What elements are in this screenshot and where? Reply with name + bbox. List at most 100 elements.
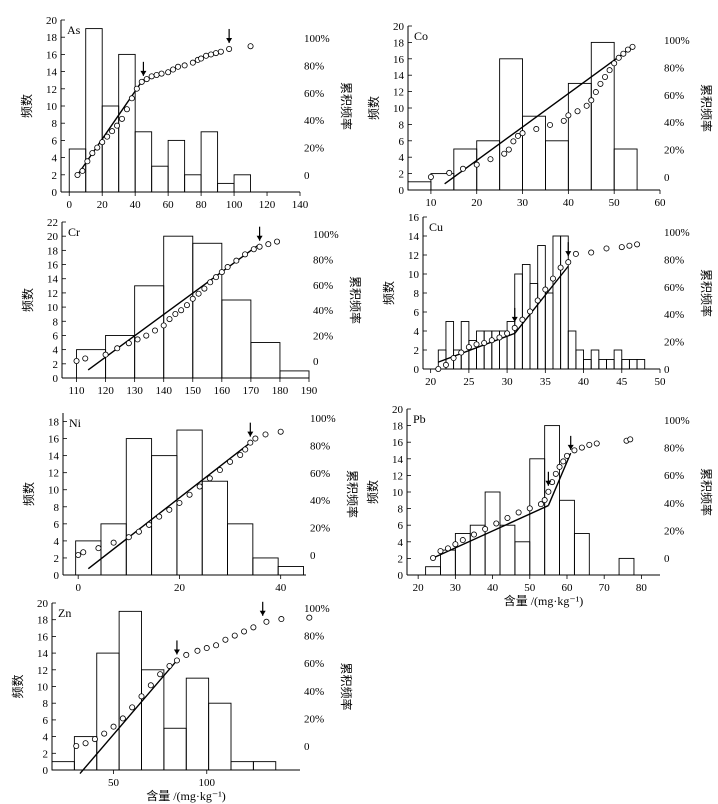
histogram-bar [476,140,501,191]
cumulative-point [102,351,109,358]
chart-co: 0 2 4 6 8 10 12 14 16 18 20 10 20 30 40 50 60 0 20% 40% 60% 8… [366,21,714,209]
x-tick-label: 0 [75,582,81,594]
x-tick-label: 60 [655,197,667,209]
y-tick-label: 14 [46,67,58,79]
arrow-head [511,316,518,322]
cumulative-point [242,251,249,258]
y2-tick-label: 60% [310,468,330,480]
cumulative-point [138,78,145,85]
cumulative-point [170,66,177,73]
y2-tick-label: 20% [304,143,324,155]
x-tick-label: 40 [275,582,287,594]
x-tick-label: 40 [130,199,142,211]
cumulative-point [511,324,518,331]
x-tick-label: 50 [108,777,120,789]
y2-axis-label: 累积频率 [339,82,354,130]
y2-tick-label: 20% [304,713,324,725]
panel-title: Ni [69,416,82,430]
cumulative-point [488,337,495,344]
cumulative-point [203,52,210,59]
cumulative-point [597,80,604,87]
arrow-head [140,70,147,76]
cumulative-point [148,73,155,80]
y2-tick-label: 80% [664,254,684,266]
x-tick-label: 60 [561,582,573,594]
y2-tick-label: 100% [313,229,339,241]
x-tick-label: 45 [616,376,628,388]
y2-tick-label: 60% [313,280,333,292]
x-axis-label: 含量 /(mg·kg⁻¹) [504,593,584,608]
y2-tick-label: 40% [664,309,684,321]
arrow-head [259,610,266,616]
histogram-bar [250,342,281,379]
histogram-bar [76,349,107,379]
cumulative-point [430,555,437,562]
histogram-bar [425,566,441,576]
cumulative-point [578,444,585,451]
cumulative-point [79,167,86,174]
cumulative-point [549,275,556,282]
histogram-bar [221,299,252,379]
cumulative-point [274,238,281,245]
cumulative-point [183,302,190,309]
cumulative-point [437,548,444,555]
histogram-bar [201,480,228,576]
y-tick-label: 6 [54,519,60,531]
cumulative-point [213,274,220,281]
x-tick-label: 25 [463,376,475,388]
cumulative-point [459,165,466,172]
histogram-bar [514,541,531,576]
y-tick-label: 16 [48,434,60,446]
cumulative-point [473,161,480,168]
y-tick-label: 10 [47,302,59,314]
cumulative-point [510,138,517,145]
histogram-bar [529,283,539,370]
cumulative-point [207,279,214,286]
y2-axis-label: 累积频率 [348,276,363,324]
y-tick-label: 16 [408,212,420,224]
cumulative-point [452,541,459,548]
cumulative-point [176,499,183,506]
histogram-bar [51,761,75,771]
cumulative-point [172,311,179,318]
arrow-head [226,37,233,43]
cumulative-point [571,447,578,454]
cumulative-point [470,531,477,538]
histogram-bar [575,349,584,370]
y2-tick-label: 60% [304,88,324,100]
arrow-head [545,480,552,486]
cumulative-point [217,48,224,55]
cumulative-point [435,365,442,372]
y-tick-label: 22 [47,217,58,229]
cumulative-point [242,446,249,453]
y-tick-label: 8 [43,698,49,710]
y-tick-label: 8 [414,288,420,300]
histogram-bar [134,131,153,193]
cumulative-point [442,361,449,368]
histogram-bar [185,677,210,771]
cumulative-point [526,505,533,512]
x-tick-label: 50 [655,376,667,388]
x-tick-label: 30 [502,376,514,388]
cumulative-point [153,71,160,78]
panel-title: Cr [68,225,80,239]
x-tick-label: 100 [199,777,216,789]
y2-tick-label: 60% [304,658,324,670]
x-tick-label: 110 [68,385,85,397]
x-tick-label: 80 [636,582,648,594]
cumulative-point [73,357,80,364]
y-tick-label: 14 [48,451,60,463]
histogram-bar [125,438,153,576]
y-axis-label: 频数 [20,288,35,312]
x-tick-label: 130 [126,385,143,397]
y-tick-label: 4 [399,152,405,164]
histogram-bar [499,58,523,191]
y-tick-label: 14 [393,70,405,82]
x-tick-label: 50 [609,197,621,209]
cumulative-point [94,144,101,151]
cumulative-point [487,156,494,163]
cumulative-point [99,139,106,146]
histogram-bar [200,131,219,193]
cumulative-point [82,355,89,362]
histogram-bar [559,499,575,576]
